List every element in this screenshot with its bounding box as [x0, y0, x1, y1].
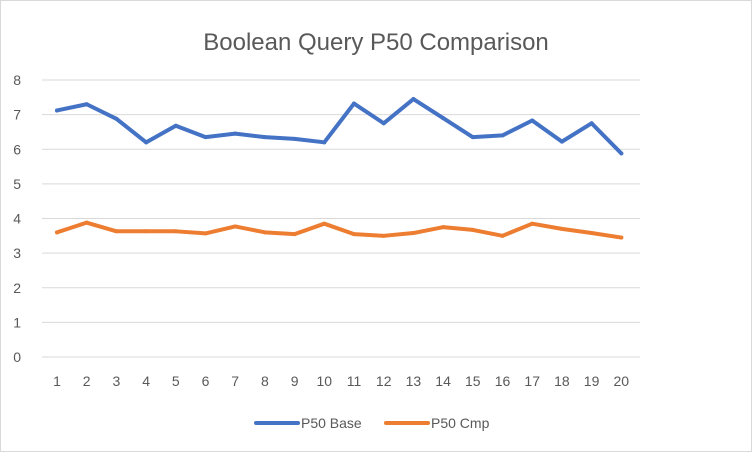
y-tick-label: 5 — [13, 176, 21, 192]
x-tick-label: 20 — [614, 373, 630, 389]
data-point — [530, 221, 535, 226]
data-point — [470, 227, 475, 232]
data-point — [322, 140, 327, 145]
data-point — [322, 221, 327, 226]
data-point — [500, 133, 505, 138]
x-tick-label: 15 — [465, 373, 481, 389]
data-point — [559, 226, 564, 231]
x-tick-label: 5 — [172, 373, 180, 389]
y-tick-label: 0 — [13, 349, 21, 365]
x-tick-label: 13 — [406, 373, 422, 389]
data-point — [352, 101, 356, 106]
legend-label: P50 Base — [301, 415, 362, 431]
x-tick-label: 18 — [554, 373, 570, 389]
data-point — [441, 225, 446, 230]
data-point — [114, 116, 119, 121]
data-point — [411, 97, 416, 102]
series-line — [55, 220, 624, 240]
x-tick-label: 12 — [376, 373, 392, 389]
data-point — [559, 139, 564, 144]
data-point — [262, 135, 267, 140]
data-point — [144, 229, 149, 234]
legend-item: P50 Cmp — [384, 415, 490, 431]
data-point — [233, 131, 238, 136]
data-point — [203, 231, 208, 236]
legend-label: P50 Cmp — [431, 415, 490, 431]
x-tick-label: 7 — [231, 373, 239, 389]
x-tick-label: 6 — [202, 373, 210, 389]
data-point — [381, 121, 386, 126]
x-tick-label: 1 — [53, 373, 61, 389]
x-tick-label: 17 — [524, 373, 540, 389]
data-point — [381, 233, 386, 238]
data-point — [203, 135, 208, 140]
data-point — [114, 229, 119, 234]
data-point — [619, 151, 624, 156]
data-point — [173, 123, 178, 128]
data-point — [589, 121, 594, 126]
legend: P50 Base P50 Cmp — [254, 415, 490, 431]
data-point — [619, 235, 624, 240]
x-tick-label: 4 — [142, 373, 150, 389]
gridlines — [42, 79, 640, 358]
series-line — [55, 97, 624, 156]
data-point — [411, 231, 416, 236]
x-tick-label: 14 — [435, 373, 451, 389]
y-tick-label: 1 — [13, 314, 21, 330]
series-p50-cmp — [55, 220, 624, 240]
y-tick-label: 4 — [13, 211, 21, 227]
y-tick-label: 7 — [13, 107, 21, 123]
data-point — [500, 233, 505, 238]
data-point — [441, 116, 446, 121]
series-lines — [55, 97, 624, 240]
legend-item: P50 Base — [254, 415, 362, 431]
x-axis-ticks: 1 2 3 4 5 6 7 8 9 10 11 12 13 14 15 16 17 18 19 20 — [53, 373, 629, 389]
data-point — [55, 230, 59, 235]
x-tick-label: 11 — [347, 373, 362, 389]
data-point — [470, 135, 475, 140]
y-axis-ticks: 0 1 2 3 4 5 6 7 8 — [13, 72, 21, 365]
data-point — [55, 108, 59, 113]
data-point — [144, 140, 149, 145]
data-point — [292, 136, 297, 141]
chart-title: Boolean Query P50 Comparison — [203, 29, 549, 56]
y-tick-label: 6 — [13, 141, 21, 157]
x-tick-label: 2 — [83, 373, 91, 389]
data-point — [589, 231, 594, 236]
data-point — [173, 229, 178, 234]
y-tick-label: 2 — [13, 280, 21, 296]
data-point — [530, 118, 535, 123]
series-p50-base — [55, 97, 624, 156]
x-tick-label: 8 — [261, 373, 269, 389]
x-tick-label: 3 — [113, 373, 121, 389]
x-tick-label: 16 — [495, 373, 511, 389]
data-point — [262, 230, 267, 235]
x-tick-label: 10 — [317, 373, 333, 389]
y-tick-label: 3 — [13, 245, 21, 261]
data-point — [84, 220, 89, 225]
data-point — [292, 232, 297, 237]
x-tick-label: 19 — [584, 373, 600, 389]
data-point — [233, 224, 238, 229]
y-tick-label: 8 — [13, 72, 21, 88]
x-tick-label: 9 — [291, 373, 299, 389]
data-point — [352, 232, 356, 237]
data-point — [84, 102, 89, 107]
